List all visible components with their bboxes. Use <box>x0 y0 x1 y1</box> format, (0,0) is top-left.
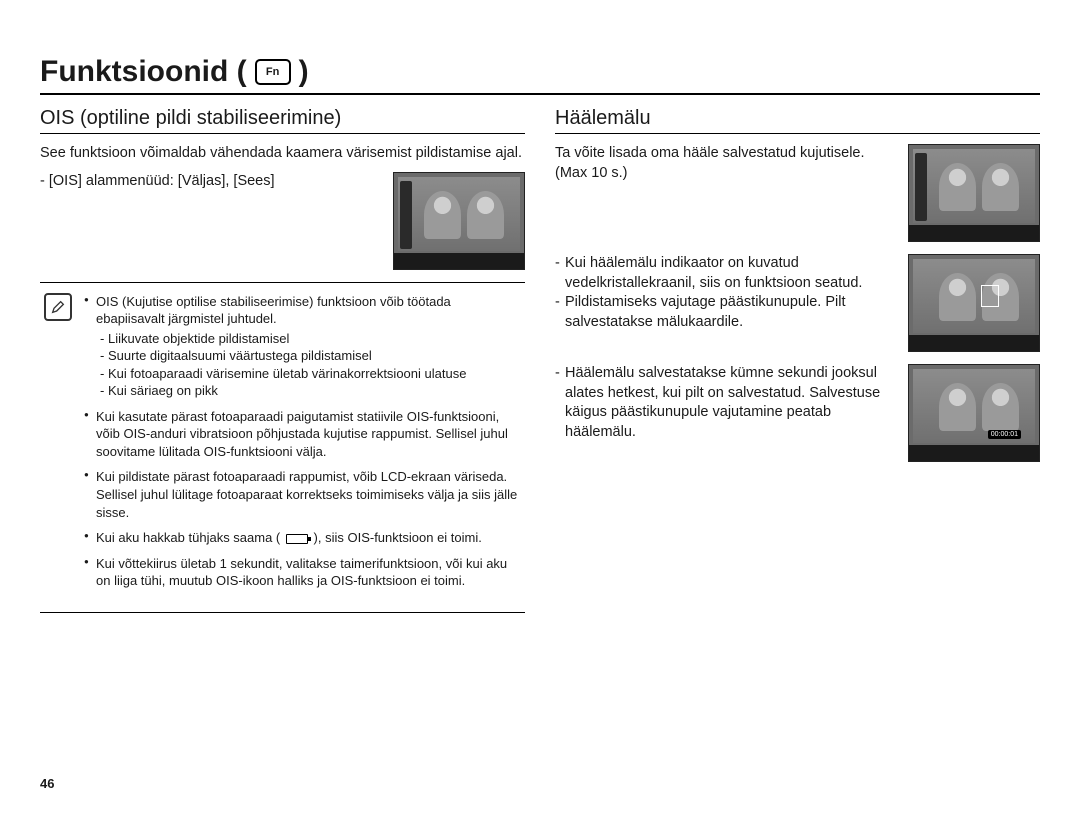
voice-intro: Ta võite lisada oma hääle salvestatud ku… <box>555 144 894 183</box>
page-title: Funktsioonid ( Fn ) <box>40 55 1040 95</box>
right-column: Häälemälu Ta võite lisada oma hääle salv… <box>555 107 1040 613</box>
note-item: OIS (Kujutise optilise stabiliseerimise)… <box>84 293 521 400</box>
thumb-footer-right: Teisalda <box>1007 232 1033 239</box>
note-icon <box>44 293 72 321</box>
thumb-footer-right: Teisalda <box>492 260 518 267</box>
title-suffix: ) <box>299 55 309 89</box>
battery-icon <box>286 534 308 544</box>
voice-item: Kui häälemälu indikaator on kuvatud vede… <box>555 254 894 293</box>
thumb-footer-left: Tagasi <box>400 260 420 267</box>
voice-item: Häälemälu salvestatakse kümne sekundi jo… <box>555 364 894 442</box>
title-prefix: Funktsioonid ( <box>40 55 247 89</box>
note-item: Kui kasutate pärast fotoaparaadi paiguta… <box>84 408 521 461</box>
note-list: OIS (Kujutise optilise stabiliseerimise)… <box>84 293 521 598</box>
voice-heading: Häälemälu <box>555 107 1040 134</box>
voice-thumbnail-3: 00:00:01 Peata <box>908 364 1040 462</box>
ois-heading: OIS (optiline pildi stabiliseerimine) <box>40 107 525 134</box>
note-item: Kui aku hakkab tühjaks saama ( ), siis O… <box>84 529 521 547</box>
note-item: Kui võttekiirus ületab 1 sekundit, valit… <box>84 555 521 590</box>
thumb-footer-left: Tagasi <box>915 232 935 239</box>
thumb-footer-left: Peata <box>915 452 933 459</box>
ois-intro: See funktsioon võimaldab vähendada kaame… <box>40 144 525 164</box>
ois-thumbnail: Tagasi Teisalda <box>393 172 525 270</box>
camera-fn-icon: Fn <box>255 59 291 85</box>
page-number: 46 <box>40 776 54 791</box>
timer-badge: 00:00:01 <box>988 430 1021 439</box>
note-item: Kui pildistate pärast fotoaparaadi rappu… <box>84 468 521 521</box>
ois-submenu-line: - [OIS] alammenüüd: [Väljas], [Sees] <box>40 172 379 192</box>
voice-thumbnail-2 <box>908 254 1040 352</box>
left-column: OIS (optiline pildi stabiliseerimine) Se… <box>40 107 525 613</box>
note-box: OIS (Kujutise optilise stabiliseerimise)… <box>40 282 525 613</box>
voice-item: Pildistamiseks vajutage päästikunupule. … <box>555 293 894 332</box>
voice-thumbnail-1: Tagasi Teisalda <box>908 144 1040 242</box>
